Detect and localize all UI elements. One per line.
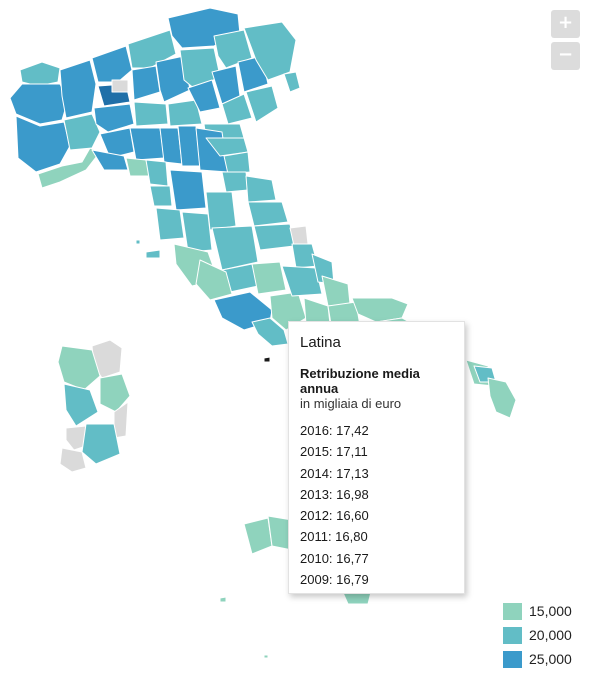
region-perugia[interactable] [211,225,259,271]
region-cremona[interactable] [133,101,169,127]
region-venezia[interactable] [245,85,279,123]
region-friuli[interactable] [243,21,297,81]
region-firenze[interactable] [169,169,207,211]
region-monza-nodata[interactable] [111,79,129,93]
region-verona[interactable] [187,79,221,113]
tooltip-row: 2012: 16,60 [300,508,369,524]
region-arezzo[interactable] [205,191,237,231]
legend-swatch [503,602,522,620]
legend-item: 25,000 [503,647,572,671]
region-pantelleria[interactable] [219,596,227,603]
tooltip-row: 2014: 17,13 [300,465,369,481]
region-chieti[interactable] [321,275,351,307]
tooltip-row: 2009: 16,79 [300,572,369,588]
legend-label: 20,000 [529,627,572,643]
region-pavia[interactable] [93,103,135,133]
region-piemonte-south[interactable] [15,115,71,173]
region-ravenna[interactable] [223,151,251,175]
region-aosta[interactable] [19,61,61,87]
tooltip-row: 2013: 16,98 [300,486,369,502]
region-trapani[interactable] [243,517,273,555]
region-forli[interactable] [221,171,249,193]
legend-label: 25,000 [529,651,572,667]
region-rieti[interactable] [251,261,287,295]
tooltip-metric: Retribuzione media annua [300,366,420,396]
region-ancona[interactable] [247,201,289,227]
legend-swatch [503,626,522,644]
region-tooltip: Latina Retribuzione media annua in migli… [288,321,465,594]
region-padova[interactable] [221,93,253,125]
legend-item: 20,000 [503,623,572,647]
region-cagliari[interactable] [81,423,121,465]
tooltip-unit: in migliaia di euro [300,396,402,411]
tooltip-row: 2016: 17,42 [300,423,369,438]
region-oristano[interactable] [63,383,99,427]
region-lucca[interactable] [149,185,173,207]
region-pisa[interactable] [155,207,185,241]
region-ustica[interactable] [263,654,269,659]
region-genova[interactable] [91,149,129,171]
legend-item: 15,000 [503,599,572,623]
tooltip-row: 2015: 17,11 [300,444,368,460]
region-como[interactable] [91,45,133,83]
region-siena[interactable] [181,211,213,253]
region-trieste[interactable] [283,71,301,93]
region-giglio[interactable] [135,239,141,245]
tooltip-row: 2011: 16,80 [300,529,368,545]
region-macerata[interactable] [253,223,295,251]
region-parma[interactable] [129,127,165,161]
tooltip-region-name: Latina [300,334,341,351]
legend-swatch [503,650,522,668]
zoom-in-button[interactable]: + [551,10,580,38]
region-nuoro[interactable] [99,373,131,413]
tooltip-row: 2010: 16,77 [300,550,369,566]
region-novara[interactable] [59,59,97,119]
region-ponza-islands[interactable] [263,356,271,363]
region-alessandria[interactable] [63,113,101,151]
region-laquila[interactable] [281,265,323,297]
color-legend: 15,000 20,000 25,000 [503,599,572,671]
legend-label: 15,000 [529,603,572,619]
region-viterbo[interactable] [195,259,233,301]
region-brescia[interactable] [155,55,191,103]
region-bergamo[interactable] [131,65,161,101]
region-pesaro[interactable] [245,175,277,203]
region-massa[interactable] [145,159,169,187]
region-elba[interactable] [145,249,161,259]
region-carbonia-nodata[interactable] [59,447,87,473]
region-mantova[interactable] [167,99,203,127]
region-lecce[interactable] [487,377,517,419]
zoom-out-button[interactable]: − [551,42,580,70]
